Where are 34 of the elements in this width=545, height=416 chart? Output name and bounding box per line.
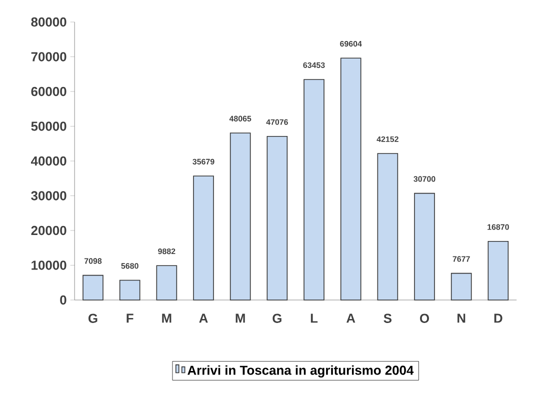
x-tick-label: A [346, 314, 356, 323]
bar [450, 272, 472, 300]
y-tick-label: 10000 [32, 260, 66, 270]
bar [304, 79, 324, 300]
bar [377, 153, 398, 300]
x-tick-label: O [420, 314, 429, 323]
bar [230, 132, 251, 300]
y-tick-label: 20000 [31, 226, 66, 236]
bar [488, 240, 509, 300]
y-tick-label: 80000 [31, 17, 66, 27]
bar [340, 58, 362, 300]
x-tick-label: G [272, 314, 282, 323]
y-tick-label: 60000 [31, 86, 66, 96]
bar [82, 274, 104, 300]
x-tick-label: A [199, 314, 208, 323]
x-tick-label: M [162, 314, 172, 323]
x-tick-label: G [88, 314, 98, 323]
bar [193, 176, 214, 300]
x-tick-label: N [458, 314, 466, 323]
y-tick-label: 30000 [31, 191, 66, 200]
x-tick-label: S [384, 314, 392, 323]
x-tick-label: M [236, 314, 245, 323]
x-tick-label: D [494, 314, 502, 323]
x-tick-label: L [310, 314, 318, 323]
legend-label: Arrivi in Toscana in agriturismo 2004 [188, 365, 414, 378]
bar [266, 136, 288, 300]
x-tick-label: F [126, 314, 134, 323]
bar [156, 265, 178, 300]
bar [414, 192, 435, 300]
y-tick-label: 70000 [31, 52, 66, 62]
bar [119, 280, 140, 300]
y-tick-label: 0 [60, 295, 66, 305]
y-tick-label: 40000 [31, 156, 66, 166]
y-tick-label: 50000 [31, 122, 66, 131]
